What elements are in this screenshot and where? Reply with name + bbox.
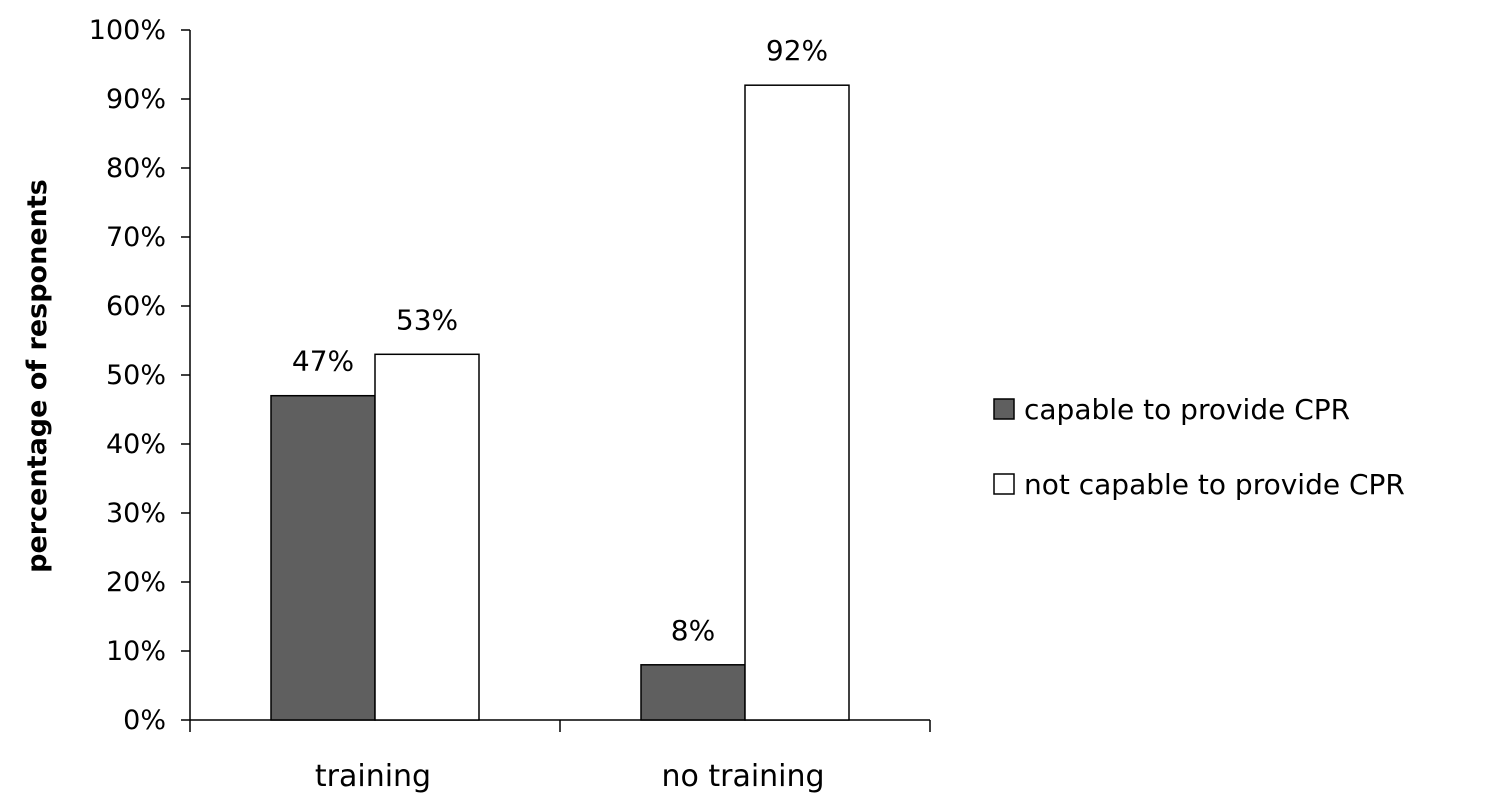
x-axis: training no training — [189, 719, 931, 793]
y-tick-label: 80% — [106, 153, 166, 184]
data-labels: 47% 53% 8% 92% — [292, 34, 828, 647]
y-axis-title: percentage of responents — [22, 179, 53, 573]
data-label: 47% — [292, 345, 354, 378]
data-label: 8% — [671, 614, 715, 647]
y-tick-label: 100% — [89, 15, 166, 46]
data-label: 53% — [396, 303, 458, 336]
data-label: 92% — [766, 34, 828, 67]
x-tick-label: no training — [661, 759, 824, 793]
legend: capable to provide CPR not capable to pro… — [993, 393, 1405, 501]
y-tick-label: 0% — [123, 705, 166, 736]
y-tick-label: 10% — [106, 636, 166, 667]
y-tick-label: 50% — [106, 360, 166, 391]
y-tick-label: 60% — [106, 291, 166, 322]
bar — [374, 353, 480, 721]
bars — [270, 84, 850, 721]
y-tick-label: 30% — [106, 498, 166, 529]
legend-label: capable to provide CPR — [1024, 393, 1350, 426]
y-tick-label: 40% — [106, 429, 166, 460]
legend-swatch — [993, 398, 1015, 420]
y-tick-label: 70% — [106, 222, 166, 253]
legend-label: not capable to provide CPR — [1024, 468, 1405, 501]
y-tick-label: 90% — [106, 84, 166, 115]
bar — [270, 394, 376, 721]
bar — [744, 84, 850, 721]
y-axis: 0% 10% 20% 30% 40% 50% 60% 70% 80% 90% 100% — [89, 15, 191, 736]
legend-swatch — [993, 473, 1015, 495]
y-tick-label: 20% — [106, 567, 166, 598]
x-tick-label: training — [315, 759, 431, 793]
bar — [640, 664, 746, 721]
